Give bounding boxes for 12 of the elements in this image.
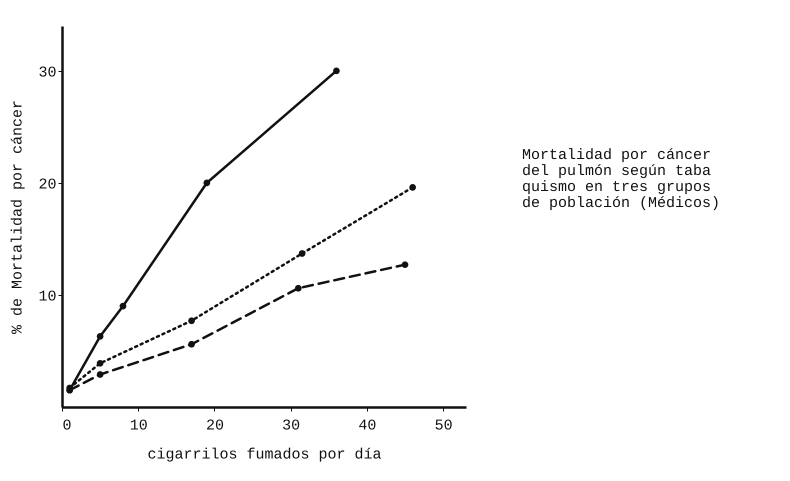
x-axis-title: cigarrilos fumados por día	[147, 446, 382, 464]
x-tick-label: 40	[358, 418, 376, 434]
x-tick-label: 50	[434, 418, 453, 434]
x-tick-label: 10	[130, 418, 148, 434]
x-tick-label: 20	[206, 418, 224, 434]
text: Mortalidad por cáncer del pulmón según taba quismo en tres grupos de población (Médicos)	[522, 147, 720, 212]
y-tick-label: 10	[38, 288, 56, 306]
y-axis-title: % de Mortalidad por cáncer	[9, 100, 26, 334]
y-tick-label: 30	[38, 64, 56, 82]
x-tick-label: 0	[62, 418, 72, 434]
x-tick-label: 30	[282, 418, 300, 434]
y-tick-label: 20	[38, 176, 56, 194]
